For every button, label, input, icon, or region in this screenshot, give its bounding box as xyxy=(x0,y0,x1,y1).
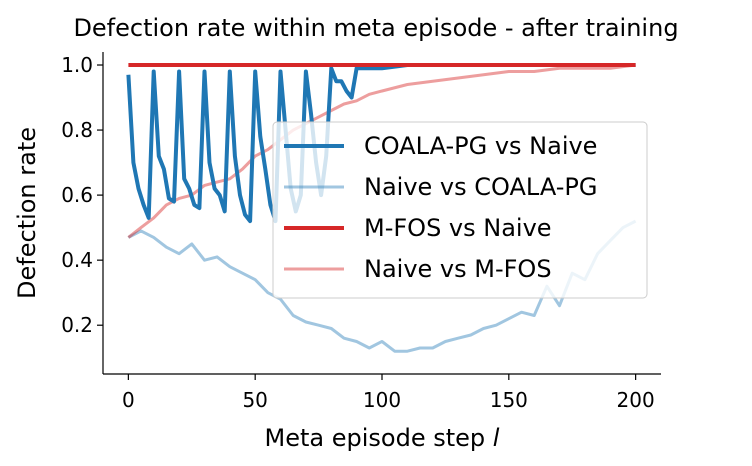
y-tick-label: 1.0 xyxy=(61,53,93,77)
legend-label-0: COALA-PG vs Naive xyxy=(364,132,597,160)
x-axis-label: Meta episode step l xyxy=(265,424,500,452)
x-tick-label: 0 xyxy=(122,388,135,412)
y-tick-label: 0.6 xyxy=(61,183,93,207)
ticks-layer: 0 50 100 150 200 0.2 0.4 0.6 0.8 1.0 xyxy=(61,53,655,412)
y-axis-label: Defection rate xyxy=(13,127,41,299)
y-tick-label: 0.2 xyxy=(61,313,93,337)
x-tick-label: 100 xyxy=(363,388,401,412)
y-tick-label: 0.8 xyxy=(61,118,93,142)
legend-label-2: M-FOS vs Naive xyxy=(364,214,552,242)
x-tick-label: 50 xyxy=(242,388,267,412)
x-tick-label: 150 xyxy=(490,388,528,412)
legend: COALA-PG vs Naive Naive vs COALA-PG M-FOS … xyxy=(272,121,648,299)
legend-label-3: Naive vs M-FOS xyxy=(364,255,552,283)
legend-box xyxy=(272,121,648,299)
x-tick-label: 200 xyxy=(617,388,655,412)
y-tick-label: 0.4 xyxy=(61,248,93,272)
legend-label-1: Naive vs COALA-PG xyxy=(364,173,597,201)
chart-title: Defection rate within meta episode - aft… xyxy=(73,14,678,42)
